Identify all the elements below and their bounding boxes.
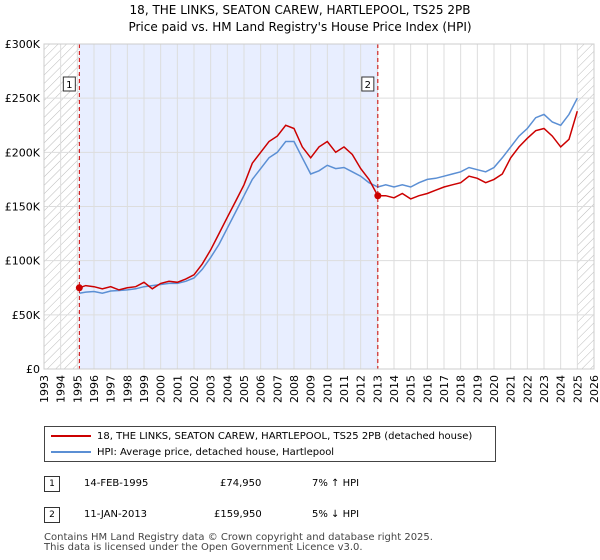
x-tick-label: 2014 bbox=[388, 375, 401, 403]
x-tick-label: 1999 bbox=[138, 375, 151, 403]
x-tick-label: 2022 bbox=[521, 375, 534, 403]
x-tick-label: 2023 bbox=[538, 375, 551, 403]
x-tick-label: 2025 bbox=[571, 375, 584, 403]
sale-hpi-delta: 5% ↓ HPI bbox=[312, 509, 360, 520]
y-tick-label: £200K bbox=[5, 146, 41, 159]
sale-date: 14-FEB-1995 bbox=[84, 478, 149, 489]
x-tick-label: 2004 bbox=[221, 375, 234, 403]
sale-marker-box bbox=[62, 76, 76, 92]
plot-frame bbox=[43, 43, 595, 370]
x-tick-label: 2008 bbox=[288, 375, 301, 403]
sale-point bbox=[374, 192, 382, 200]
y-tick-label: £300K bbox=[5, 38, 41, 51]
x-tick-label: 2017 bbox=[438, 375, 451, 403]
x-tick-label: 2018 bbox=[455, 375, 468, 403]
sale-number-badge: 2 bbox=[44, 507, 60, 523]
footer-copyright: Contains HM Land Registry data © Crown c… bbox=[44, 532, 433, 543]
sale-hpi-delta: 7% ↑ HPI bbox=[312, 478, 360, 489]
y-tick-label: £150K bbox=[5, 201, 41, 214]
x-tick-label: 2024 bbox=[555, 375, 568, 403]
footer: Contains HM Land Registry data © Crown c… bbox=[44, 533, 433, 553]
sale-number-badge: 1 bbox=[44, 476, 60, 492]
legend-swatch-property bbox=[51, 435, 91, 437]
x-tick-label: 2007 bbox=[271, 375, 284, 403]
x-tick-label: 1996 bbox=[88, 375, 101, 403]
x-tick-label: 2000 bbox=[155, 375, 168, 403]
x-tick-label: 2002 bbox=[188, 375, 201, 403]
x-tick-label: 1998 bbox=[121, 375, 134, 403]
x-tick-label: 2016 bbox=[421, 375, 434, 403]
x-tick-label: 1993 bbox=[38, 375, 51, 403]
sale-price: £159,950 bbox=[214, 509, 262, 520]
x-tick-label: 2015 bbox=[405, 375, 418, 403]
legend-item-hpi: HPI: Average price, detached house, Hart… bbox=[51, 445, 334, 459]
sale-date: 11-JAN-2013 bbox=[84, 509, 148, 520]
legend-swatch-hpi bbox=[51, 451, 91, 453]
x-tick-label: 1994 bbox=[55, 375, 68, 403]
x-tick-label: 2020 bbox=[488, 375, 501, 403]
price-chart: 18, THE LINKS, SEATON CAREW, HARTLEPOOL,… bbox=[5, 3, 600, 403]
y-tick-label: £250K bbox=[5, 92, 41, 105]
x-tick-label: 2009 bbox=[305, 375, 318, 403]
series-line-property bbox=[79, 110, 579, 291]
x-tick-label: 2026 bbox=[588, 375, 600, 403]
x-tick-label: 2006 bbox=[255, 375, 268, 403]
legend-item-property: 18, THE LINKS, SEATON CAREW, HARTLEPOOL,… bbox=[51, 429, 472, 443]
sale-marker-box bbox=[361, 76, 375, 92]
chart-title: 18, THE LINKS, SEATON CAREW, HARTLEPOOL,… bbox=[130, 3, 471, 17]
x-tick-label: 2010 bbox=[321, 375, 334, 403]
x-tick-label: 2001 bbox=[171, 375, 184, 403]
x-tick-label: 2019 bbox=[471, 375, 484, 403]
legend: 18, THE LINKS, SEATON CAREW, HARTLEPOOL,… bbox=[44, 426, 496, 462]
legend-label-property: 18, THE LINKS, SEATON CAREW, HARTLEPOOL,… bbox=[97, 430, 473, 442]
x-tick-label: 2021 bbox=[505, 375, 518, 403]
x-tick-label: 2011 bbox=[338, 375, 351, 403]
sale-point bbox=[75, 284, 83, 292]
series-line-hpi bbox=[79, 97, 578, 294]
sale-price: £74,950 bbox=[220, 478, 262, 489]
x-tick-label: 1995 bbox=[71, 375, 84, 403]
sale-marker-label: 1 bbox=[66, 80, 72, 91]
y-tick-label: £0 bbox=[26, 363, 40, 376]
x-tick-label: 1997 bbox=[105, 375, 118, 403]
chart-subtitle: Price paid vs. HM Land Registry's House … bbox=[128, 20, 471, 34]
footer-license: This data is licensed under the Open Gov… bbox=[44, 542, 363, 553]
x-tick-label: 2012 bbox=[355, 375, 368, 403]
x-tick-label: 2005 bbox=[238, 375, 251, 403]
y-tick-label: £100K bbox=[5, 255, 41, 268]
legend-label-hpi: HPI: Average price, detached house, Hart… bbox=[97, 446, 335, 458]
y-tick-label: £50K bbox=[12, 309, 41, 322]
x-tick-label: 2003 bbox=[205, 375, 218, 403]
sale-marker-label: 2 bbox=[365, 80, 371, 91]
x-tick-label: 2013 bbox=[371, 375, 384, 403]
